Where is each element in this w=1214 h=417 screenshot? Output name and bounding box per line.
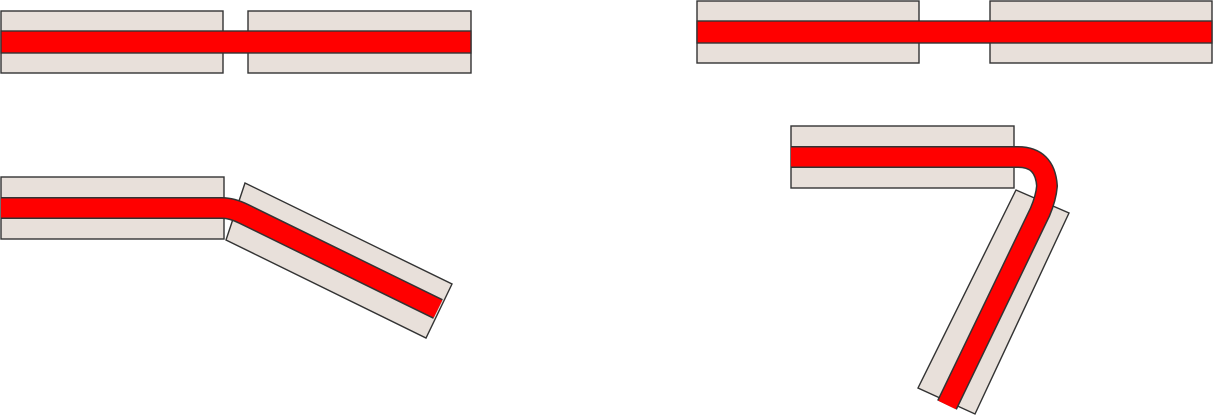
red-strip — [0, 30, 472, 54]
red-strip — [696, 20, 1213, 44]
red-strip — [791, 147, 1057, 410]
panel-gentle-bend — [0, 176, 453, 339]
panel-sharp-bend — [790, 125, 1070, 415]
red-strip — [1, 198, 443, 318]
panel-straight-wide-gap — [696, 0, 1213, 64]
panel-straight-small-gap — [0, 10, 472, 74]
